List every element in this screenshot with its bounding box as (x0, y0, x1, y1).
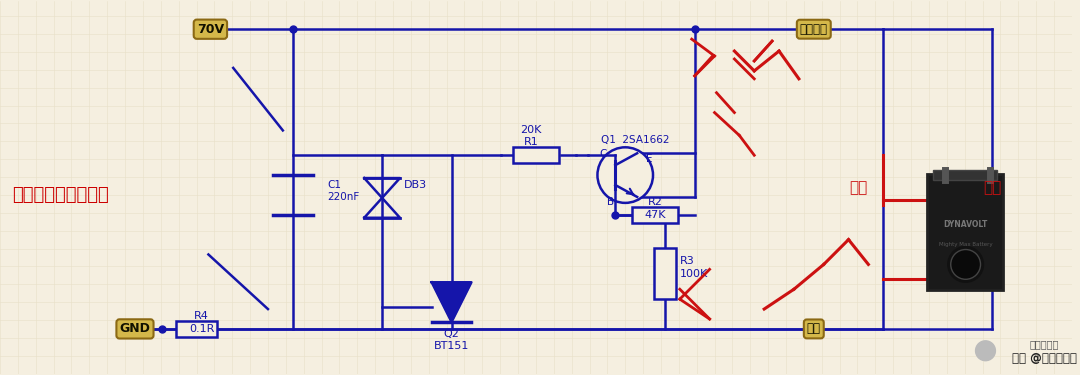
Text: E: E (646, 154, 652, 164)
Text: 电路一点通: 电路一点通 (1029, 339, 1058, 349)
FancyBboxPatch shape (632, 207, 678, 223)
Text: 70V: 70V (197, 23, 224, 36)
Text: 头条 @硬件大不同: 头条 @硬件大不同 (1012, 352, 1077, 365)
Text: 负极: 负极 (807, 322, 821, 335)
Text: Mighty Max Battery: Mighty Max Battery (939, 242, 993, 247)
Text: 正极: 正极 (983, 180, 1001, 195)
FancyBboxPatch shape (654, 248, 676, 299)
Text: R4: R4 (194, 311, 208, 321)
Text: 充电器电源次级输出: 充电器电源次级输出 (12, 186, 109, 204)
Text: 负极: 负极 (849, 180, 867, 195)
Text: 0.1R: 0.1R (189, 324, 214, 334)
Text: DYNAVOLT: DYNAVOLT (944, 220, 988, 229)
Text: 220nF: 220nF (327, 192, 360, 202)
Text: R2: R2 (648, 197, 662, 207)
Text: 47K: 47K (645, 210, 665, 220)
Text: R3: R3 (679, 256, 694, 266)
Text: R1: R1 (524, 137, 538, 147)
Circle shape (597, 147, 653, 203)
Circle shape (950, 249, 981, 279)
FancyBboxPatch shape (927, 174, 1003, 290)
Text: C: C (599, 149, 607, 159)
Text: 电池正极: 电池正极 (800, 23, 827, 36)
Text: C1: C1 (327, 180, 341, 190)
Polygon shape (432, 282, 471, 322)
Text: GND: GND (120, 322, 150, 335)
FancyBboxPatch shape (513, 147, 558, 163)
Text: BT151: BT151 (434, 341, 469, 351)
Text: DB3: DB3 (404, 180, 427, 190)
Text: 20K: 20K (521, 125, 542, 135)
Text: 100K: 100K (679, 269, 708, 279)
Text: Q2: Q2 (444, 329, 459, 339)
FancyBboxPatch shape (933, 170, 998, 180)
FancyBboxPatch shape (176, 321, 217, 337)
Text: B: B (607, 197, 613, 207)
Circle shape (948, 246, 984, 282)
Text: Q1  2SA1662: Q1 2SA1662 (600, 135, 670, 146)
Circle shape (975, 341, 996, 361)
